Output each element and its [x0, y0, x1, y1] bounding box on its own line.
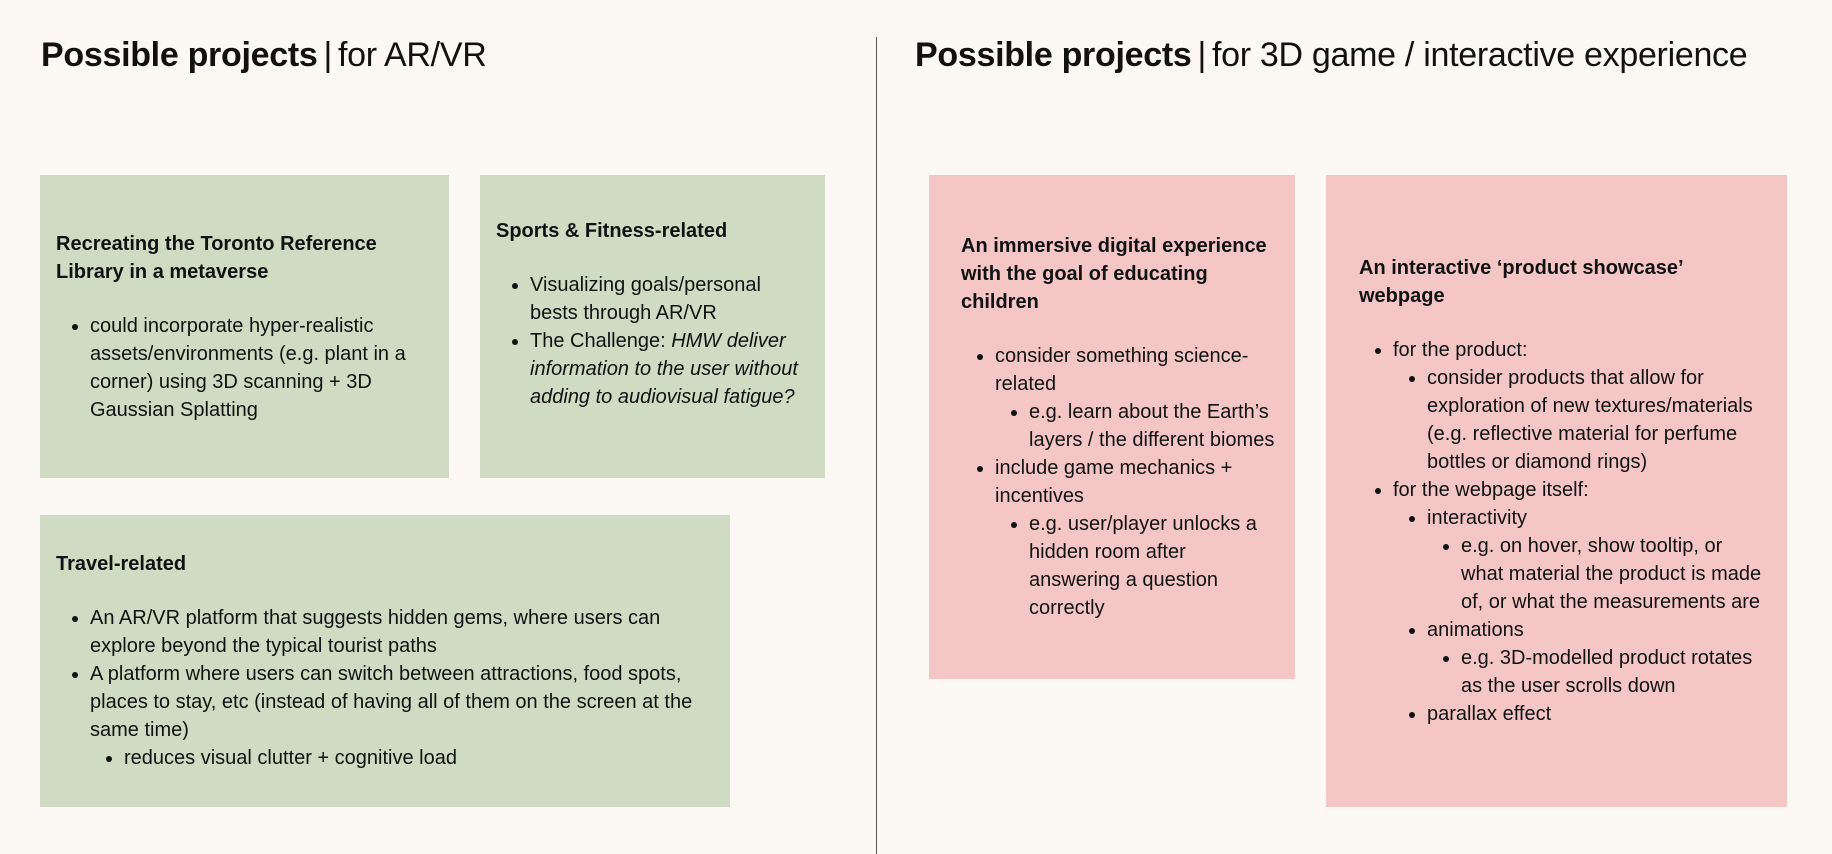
card-heading: Recreating the Toronto Reference Library…: [56, 232, 377, 283]
title-sub: for 3D game / interactive experience: [1212, 36, 1748, 74]
list-subsubitem: e.g. on hover, show tooltip, or what mat…: [1461, 532, 1767, 616]
title-sub: for AR/VR: [338, 36, 487, 74]
list-subitem: interactivity e.g. on hover, show toolti…: [1427, 504, 1767, 616]
list-item: Visualizing goals/personal bests through…: [530, 271, 809, 327]
title-bold: Possible projects: [41, 36, 318, 74]
list-subitem: reduces visual clutter + cognitive load: [124, 744, 714, 772]
list-item: consider something science-related e.g. …: [995, 342, 1275, 454]
bullet-list: for the product: consider products that …: [1359, 336, 1767, 728]
list-item: for the webpage itself: interactivity e.…: [1393, 476, 1767, 728]
list-item-text: consider something science-related: [995, 345, 1249, 395]
list-item: A platform where users can switch betwee…: [90, 660, 714, 772]
challenge-label: The Challenge:: [530, 330, 672, 352]
section-divider: [876, 37, 877, 854]
card-heading: Sports & Fitness-related: [496, 220, 728, 242]
card-travel: Travel-related An AR/VR platform that su…: [40, 515, 730, 807]
list-subitem: parallax effect: [1427, 700, 1767, 728]
left-section-title: Possible projects | for AR/VR: [41, 36, 487, 75]
list-item-text: for the webpage itself:: [1393, 479, 1589, 501]
right-section-title: Possible projects | for 3D game / interact…: [915, 36, 1748, 75]
list-subitem-text: interactivity: [1427, 507, 1528, 529]
list-item-text: A platform where users can switch betwee…: [90, 663, 693, 741]
list-item: An AR/VR platform that suggests hidden g…: [90, 604, 714, 660]
list-subitem: animations e.g. 3D-modelled product rota…: [1427, 616, 1767, 700]
card-sports-fitness: Sports & Fitness-related Visualizing goa…: [480, 175, 825, 478]
list-subitem-text: animations: [1427, 619, 1524, 641]
list-subsubitem: e.g. 3D-modelled product rotates as the …: [1461, 644, 1767, 700]
card-heading: Travel-related: [56, 553, 187, 575]
title-separator: |: [1197, 36, 1206, 74]
title-separator: |: [323, 36, 332, 74]
list-item: The Challenge: HMW deliver information t…: [530, 327, 809, 411]
list-item: for the product: consider products that …: [1393, 336, 1767, 476]
list-item-text: for the product:: [1393, 339, 1528, 361]
bullet-list: Visualizing goals/personal bests through…: [496, 271, 809, 411]
card-product-showcase: An interactive ‘product showcase’ webpag…: [1326, 175, 1787, 807]
bullet-list: consider something science-related e.g. …: [961, 342, 1275, 622]
title-bold: Possible projects: [915, 36, 1192, 74]
bullet-list: could incorporate hyper-realistic assets…: [56, 312, 433, 424]
list-subitem: e.g. learn about the Earth’s layers / th…: [1029, 398, 1275, 454]
card-toronto-library: Recreating the Toronto Reference Library…: [40, 175, 449, 478]
challenge-text: HMW deliver information to the user with…: [530, 330, 798, 408]
list-subitem: consider products that allow for explora…: [1427, 364, 1767, 476]
card-educating-children: An immersive digital experience with the…: [929, 175, 1295, 679]
list-item: could incorporate hyper-realistic assets…: [90, 312, 433, 424]
list-item-text: include game mechanics + incentives: [995, 457, 1233, 507]
card-heading: An interactive ‘product showcase’ webpag…: [1359, 257, 1683, 307]
list-item: include game mechanics + incentives e.g.…: [995, 454, 1275, 622]
card-heading: An immersive digital experience with the…: [961, 235, 1267, 313]
bullet-list: An AR/VR platform that suggests hidden g…: [56, 604, 714, 772]
list-subitem: e.g. user/player unlocks a hidden room a…: [1029, 510, 1275, 622]
